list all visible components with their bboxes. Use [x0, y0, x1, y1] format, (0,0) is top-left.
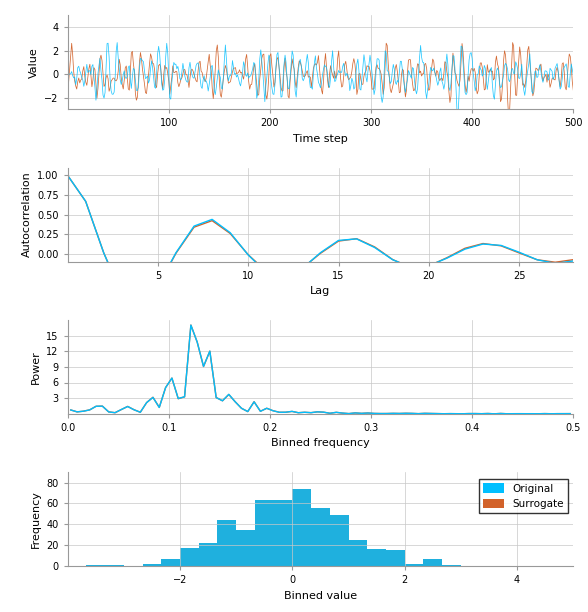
- Bar: [368, 550, 386, 566]
- Bar: [386, 550, 405, 566]
- Bar: [292, 489, 311, 566]
- Bar: [180, 548, 199, 566]
- Bar: [405, 564, 423, 566]
- Bar: [255, 500, 273, 566]
- Bar: [180, 548, 199, 566]
- Bar: [199, 543, 218, 566]
- Bar: [386, 550, 405, 566]
- Bar: [292, 489, 311, 566]
- Bar: [86, 565, 105, 566]
- X-axis label: Time step: Time step: [293, 134, 348, 144]
- Bar: [368, 550, 386, 566]
- Bar: [349, 540, 368, 566]
- X-axis label: Binned frequency: Binned frequency: [271, 438, 370, 449]
- Bar: [218, 520, 236, 566]
- Bar: [273, 500, 292, 566]
- Y-axis label: Frequency: Frequency: [31, 490, 41, 548]
- Bar: [330, 515, 349, 566]
- Legend: Original, Surrogate: Original, Surrogate: [479, 479, 568, 513]
- Y-axis label: Value: Value: [29, 47, 39, 78]
- X-axis label: Lag: Lag: [310, 286, 330, 296]
- Bar: [255, 500, 273, 566]
- Bar: [311, 507, 330, 566]
- Bar: [405, 564, 423, 566]
- Bar: [423, 559, 442, 566]
- Y-axis label: Power: Power: [31, 350, 41, 384]
- Bar: [199, 543, 218, 566]
- Bar: [349, 540, 368, 566]
- Bar: [218, 520, 236, 566]
- Bar: [105, 565, 124, 566]
- Bar: [442, 565, 461, 566]
- Bar: [142, 564, 161, 566]
- Bar: [236, 529, 255, 566]
- Bar: [161, 559, 180, 566]
- Bar: [442, 565, 461, 566]
- Bar: [142, 564, 161, 566]
- Bar: [330, 515, 349, 566]
- X-axis label: Binned value: Binned value: [284, 591, 357, 601]
- Y-axis label: Autocorrelation: Autocorrelation: [21, 172, 31, 258]
- Bar: [236, 529, 255, 566]
- Bar: [273, 500, 292, 566]
- Bar: [86, 565, 105, 566]
- Bar: [311, 507, 330, 566]
- Bar: [423, 559, 442, 566]
- Bar: [105, 565, 124, 566]
- Bar: [161, 559, 180, 566]
